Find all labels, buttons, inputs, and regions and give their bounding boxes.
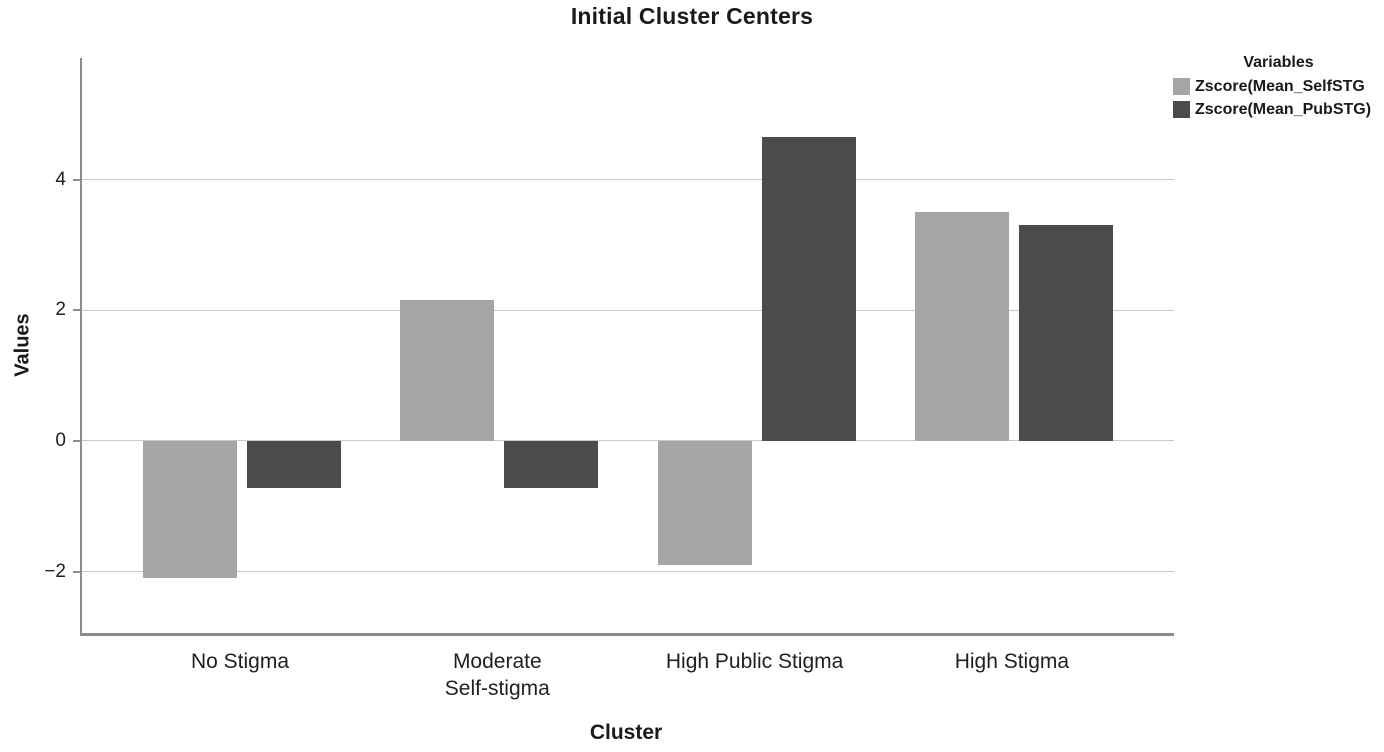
bar-selfstg-2 (400, 300, 495, 441)
legend-label: Zscore(Mean_PubSTG) (1195, 100, 1372, 118)
y-tick-mark (73, 178, 80, 181)
legend-title: Variables (1243, 54, 1314, 71)
y-axis-ticks: −2 0 2 4 (0, 58, 80, 633)
bar-pubstg-2 (504, 440, 599, 488)
gridline (82, 309, 1174, 311)
bar-pubstg-1 (247, 440, 341, 488)
x-category-label: High Public Stigma (665, 650, 844, 673)
legend-swatch (1173, 78, 1190, 95)
legend: Variables Zscore(Mean_SelfSTG Zscore(Mean… (1173, 54, 1384, 121)
y-tick-mark (73, 439, 80, 442)
legend-swatch (1173, 101, 1190, 118)
bar-selfstg-3 (657, 440, 752, 565)
x-axis-labels: No Stigma Moderate Self-stigma High Public… (80, 648, 1172, 706)
gridline (82, 179, 1174, 181)
bar-pubstg-4 (1018, 225, 1113, 441)
bar-selfstg-1 (143, 440, 237, 579)
chart-title: Initial Cluster Centers (570, 3, 814, 29)
y-tick-label: 4 (55, 168, 66, 190)
x-category-label: No Stigma (190, 650, 290, 673)
y-tick-mark (73, 570, 80, 573)
y-tick-label: −2 (44, 560, 66, 582)
plot-area (80, 58, 1174, 636)
gridline (82, 571, 1174, 573)
legend-row: Zscore(Mean_PubSTG) (1173, 98, 1384, 121)
bar-pubstg-3 (761, 137, 856, 441)
bar-selfstg-4 (914, 212, 1009, 441)
y-tick-mark (73, 309, 80, 312)
x-category-label: High Stigma (954, 650, 1070, 673)
gridline (82, 440, 1174, 442)
legend-label: Zscore(Mean_SelfSTG (1195, 77, 1365, 95)
legend-row: Zscore(Mean_SelfSTG (1173, 75, 1384, 98)
x-axis-title: Cluster (589, 721, 663, 744)
x-category-label: Moderate Self-stigma (444, 650, 550, 700)
y-tick-label: 2 (55, 299, 66, 321)
y-tick-label: 0 (55, 429, 66, 451)
